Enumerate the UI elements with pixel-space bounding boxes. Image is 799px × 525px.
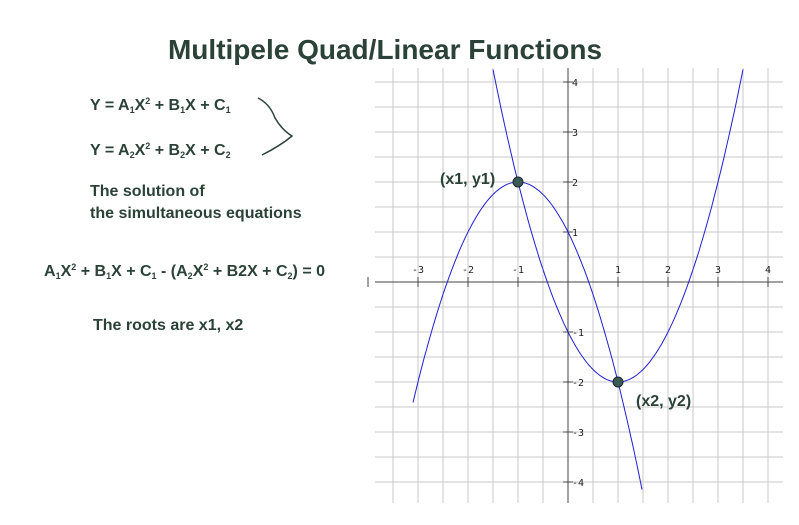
y-tick-label: -4 bbox=[572, 478, 584, 489]
equation-2: Y = A2X2 + B2X + C2 bbox=[90, 141, 231, 160]
x-tick-label: -1 bbox=[512, 265, 524, 276]
tick-labels: -3 -2 -1 1 2 3 4 4 3 2 1 -1 -2 -3 -4 bbox=[412, 78, 771, 489]
equation-1: Y = A1X2 + B1X + C1 bbox=[90, 96, 231, 115]
combined-equation: A1X2 + B1X + C1 - (A2X2 + B2X + C2) = 0 bbox=[44, 262, 326, 281]
y-tick-label: -3 bbox=[572, 428, 584, 439]
intersection-point-1 bbox=[512, 176, 524, 188]
bracket-brace bbox=[257, 97, 294, 156]
y-tick-label: -2 bbox=[572, 378, 584, 389]
point-label-1: (x1, y1) bbox=[440, 171, 495, 188]
curve-1 bbox=[412, 181, 643, 490]
x-tick-label: 4 bbox=[765, 265, 771, 276]
x-tick-label: 1 bbox=[615, 265, 621, 276]
y-tick-label: 2 bbox=[572, 178, 578, 189]
y-tick-label: 3 bbox=[572, 128, 578, 139]
page-title: Multipele Quad/Linear Functions bbox=[167, 34, 603, 65]
y-tick-label: 1 bbox=[572, 228, 578, 239]
x-tick-label: -3 bbox=[412, 265, 424, 276]
x-tick-label: 3 bbox=[715, 265, 721, 276]
y-tick-label: 4 bbox=[572, 78, 578, 89]
x-tick-label: -2 bbox=[462, 265, 474, 276]
intersection-points: (x1, y1) (x2, y2) bbox=[440, 171, 691, 410]
point-label-2: (x2, y2) bbox=[636, 393, 691, 410]
solution-line-2: the simultaneous equations bbox=[90, 205, 302, 222]
roots-text: The roots are x1, x2 bbox=[93, 317, 244, 334]
intersection-point-2 bbox=[612, 376, 624, 388]
x-tick-label: 2 bbox=[665, 265, 671, 276]
solution-line-1: The solution of bbox=[90, 183, 205, 200]
axes bbox=[367, 68, 783, 503]
y-tick-label: -1 bbox=[572, 328, 584, 339]
